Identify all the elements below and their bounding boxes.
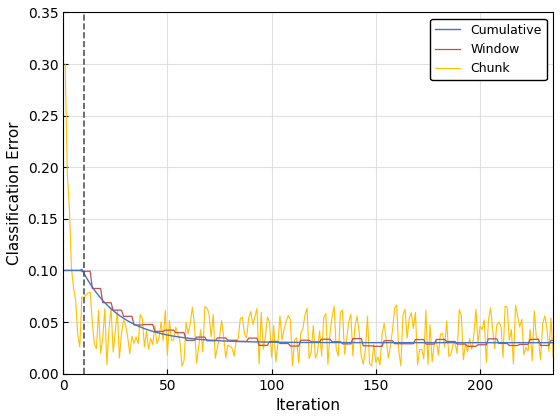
Cumulative [339, 340, 346, 345]
Y-axis label: Classification Error: Classification Error [7, 121, 22, 265]
Chunk [452, 341, 459, 346]
Window [452, 339, 459, 344]
Legend: Cumulative, Window, Chunk: Cumulative, Window, Chunk [431, 19, 547, 80]
Window [83, 269, 90, 274]
Chunk [197, 327, 204, 332]
Cumulative [85, 278, 91, 283]
Window [195, 335, 202, 340]
Cumulative [452, 340, 459, 345]
Chunk [179, 364, 185, 369]
Window [62, 268, 68, 273]
Window [248, 336, 254, 341]
Chunk [477, 324, 483, 329]
Cumulative [550, 340, 557, 345]
Line: Chunk: Chunk [65, 64, 553, 366]
Window [550, 338, 557, 343]
Cumulative [197, 337, 204, 342]
Window [477, 342, 483, 347]
Line: Window: Window [65, 270, 553, 346]
Window [370, 344, 377, 349]
Cumulative [78, 267, 85, 272]
X-axis label: Iteration: Iteration [276, 398, 340, 413]
Window [337, 339, 344, 344]
Chunk [62, 61, 68, 66]
Chunk [550, 355, 557, 360]
Chunk [249, 322, 256, 327]
Line: Cumulative: Cumulative [65, 269, 553, 343]
Chunk [83, 292, 90, 297]
Cumulative [249, 339, 256, 344]
Cumulative [477, 340, 483, 345]
Cumulative [62, 268, 68, 273]
Chunk [339, 307, 346, 312]
